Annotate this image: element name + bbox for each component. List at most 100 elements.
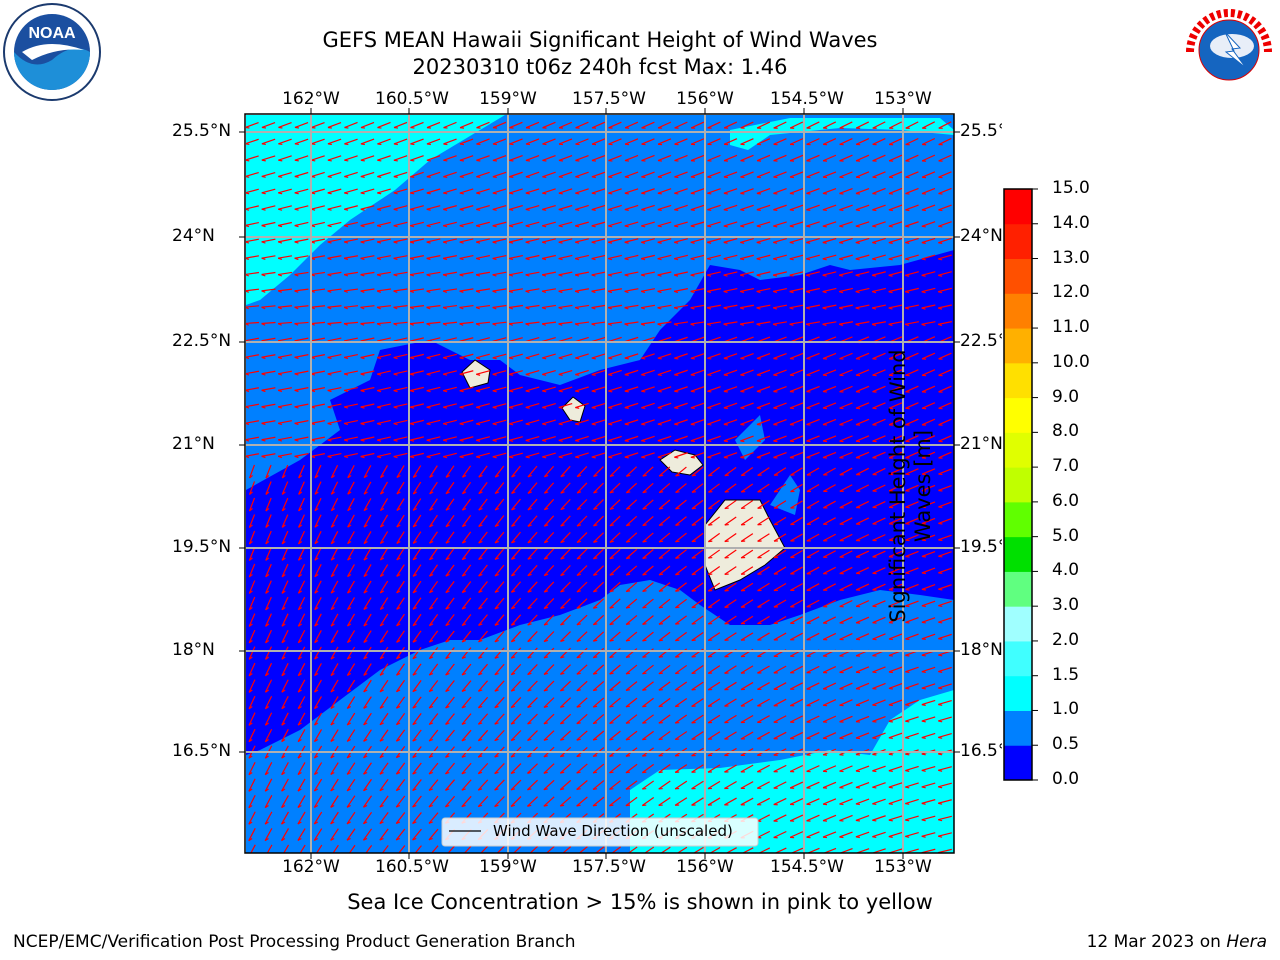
wave-vector-head xyxy=(281,606,286,611)
wave-vector xyxy=(740,419,754,425)
wave-vector xyxy=(265,563,272,578)
wave-vector xyxy=(542,288,556,292)
wave-vector-head xyxy=(773,440,778,443)
colorbar-tick-label: 15.0 xyxy=(1052,178,1090,198)
wave-vector xyxy=(642,466,654,477)
wave-vector-head xyxy=(756,258,761,261)
wave-vector-head xyxy=(905,786,910,789)
wave-vector xyxy=(264,662,273,677)
wave-vector xyxy=(806,798,820,805)
wave-vector-head xyxy=(624,274,629,277)
wave-vector-head xyxy=(658,689,663,691)
wave-vector xyxy=(412,680,422,692)
wave-vector xyxy=(707,435,721,442)
lat-label-right: 18°N xyxy=(960,640,1002,660)
colorbar-segment xyxy=(1004,189,1032,225)
wave-vector xyxy=(281,679,289,693)
wave-vector xyxy=(773,204,787,211)
wave-vector-head xyxy=(459,143,465,146)
wave-vector xyxy=(246,122,259,128)
wave-vector-head xyxy=(396,804,401,808)
wave-vector xyxy=(691,764,704,773)
wave-vector xyxy=(393,353,408,359)
wave-vector xyxy=(509,254,523,260)
wave-vector-head xyxy=(445,672,450,676)
wave-vector xyxy=(246,238,259,243)
wave-vector xyxy=(347,498,355,511)
wave-vector xyxy=(525,271,540,276)
wave-vector xyxy=(559,713,572,725)
lon-label-top: 154.5°W xyxy=(770,89,844,109)
wave-vector-head xyxy=(314,557,319,561)
wave-vector-head xyxy=(264,738,269,743)
wave-vector-head xyxy=(298,474,303,479)
wave-vector xyxy=(591,321,606,325)
wave-vector-head xyxy=(888,307,893,310)
wave-vector-head xyxy=(938,291,943,294)
wave-vector xyxy=(261,321,276,325)
wave-vector-head xyxy=(494,804,499,808)
wave-vector-head xyxy=(527,771,532,774)
lon-label-top: 162°W xyxy=(282,89,340,109)
wave-vector-head xyxy=(576,606,581,609)
wave-vector xyxy=(365,844,373,853)
wave-vector-head xyxy=(476,143,481,146)
wave-vector-head xyxy=(575,208,580,211)
wave-vector xyxy=(393,121,408,129)
wave-vector-head xyxy=(264,771,269,776)
wave-vector xyxy=(839,154,853,162)
wave-vector xyxy=(298,481,305,495)
wave-vector xyxy=(543,564,555,577)
wave-vector xyxy=(641,171,655,178)
wave-vector xyxy=(558,353,573,359)
wave-vector xyxy=(641,419,655,425)
wave-vector xyxy=(938,204,952,211)
wave-vector xyxy=(327,155,342,161)
wave-vector xyxy=(674,780,688,790)
wave-vector xyxy=(281,811,289,825)
wave-vector xyxy=(264,712,273,726)
wave-vector xyxy=(773,451,787,459)
wave-vector xyxy=(297,679,306,693)
wave-vector-head xyxy=(265,573,270,578)
wave-vector xyxy=(641,288,655,292)
wave-vector xyxy=(344,255,358,259)
wave-vector-head xyxy=(261,175,266,178)
wave-vector xyxy=(412,729,422,742)
wave-vector xyxy=(706,321,722,325)
wave-vector-head xyxy=(297,755,302,759)
wave-vector xyxy=(723,121,738,129)
wave-vector xyxy=(575,271,589,276)
wave-vector-head xyxy=(330,672,335,677)
wave-vector-head xyxy=(327,192,332,195)
wave-vector-head xyxy=(888,209,893,212)
wave-vector xyxy=(921,352,936,360)
wave-vector xyxy=(379,663,389,676)
wave-vector-head xyxy=(723,423,728,426)
wave-vector xyxy=(410,403,424,408)
wave-vector-head xyxy=(938,572,943,575)
wave-vector xyxy=(888,815,903,821)
wave-vector-head xyxy=(248,771,253,776)
wave-vector-head xyxy=(642,573,647,576)
wave-vector xyxy=(855,715,870,723)
wave-vector-head xyxy=(277,439,283,442)
wave-vector xyxy=(459,386,474,392)
wave-vector-head xyxy=(314,689,319,693)
wave-vector xyxy=(822,665,837,674)
wave-vector xyxy=(789,237,804,244)
wave-vector xyxy=(591,238,606,243)
wave-vector xyxy=(477,713,489,725)
wave-vector xyxy=(888,137,903,146)
wave-vector-head xyxy=(246,306,249,310)
wave-vector xyxy=(509,452,523,458)
wave-vector-head xyxy=(476,225,481,228)
wave-vector xyxy=(905,171,919,178)
wave-vector xyxy=(558,321,573,325)
wave-vector xyxy=(872,369,886,376)
wave-vector-head xyxy=(921,307,926,310)
wave-vector xyxy=(311,370,325,375)
wave-vector xyxy=(789,188,804,194)
wave-vector xyxy=(393,305,408,308)
wave-vector-head xyxy=(855,307,860,310)
